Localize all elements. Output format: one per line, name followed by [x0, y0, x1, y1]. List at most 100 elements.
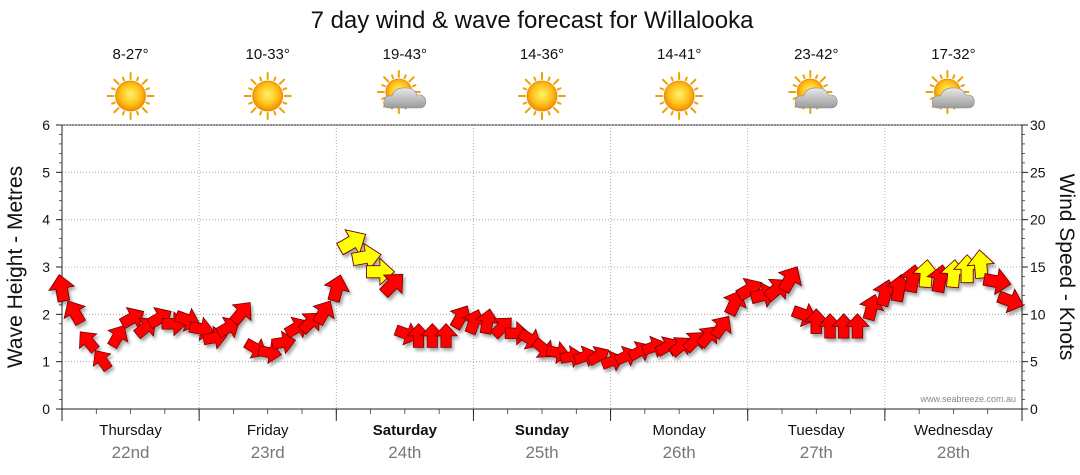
sun-ray — [952, 74, 956, 80]
cloud-shape — [794, 87, 838, 109]
sun-ray — [553, 78, 560, 85]
right-tick-label: 25 — [1030, 164, 1046, 180]
wind-arrow — [489, 317, 512, 340]
sun-ray — [823, 84, 828, 88]
sun-ray — [931, 76, 938, 83]
sun-ray — [250, 107, 257, 114]
sun-ray — [684, 76, 688, 82]
date-label: 25th — [525, 443, 558, 462]
sun-ray — [547, 110, 551, 116]
sun-ray — [121, 110, 126, 116]
sun-ray — [381, 96, 386, 100]
wind-arrow — [323, 274, 351, 303]
sun-icon — [106, 72, 155, 120]
left-tick-label: 2 — [42, 306, 50, 322]
wind-arrow — [48, 274, 76, 303]
wind-arrow — [351, 242, 382, 272]
sun-ray — [533, 110, 537, 116]
right-tick-label: 30 — [1030, 117, 1046, 133]
chart-title: 7 day wind & wave forecast for Willalook… — [311, 7, 755, 34]
sun-ray — [136, 110, 140, 116]
sun-icon — [518, 72, 566, 120]
sun-cloud-icon — [788, 70, 838, 114]
sun-ray — [547, 76, 551, 82]
temperature-label: 23-42° — [794, 46, 838, 63]
cloud-shape — [931, 87, 975, 109]
left-tick-label: 4 — [42, 212, 50, 228]
sun-disc — [663, 80, 695, 112]
sun-ray — [259, 76, 263, 82]
credit-text: www.seabreeze.com.au — [919, 394, 1016, 404]
temperature-label: 19-43° — [383, 46, 427, 63]
sun-ray — [929, 96, 935, 100]
date-label: 28th — [937, 443, 970, 462]
wind-arrow — [996, 288, 1024, 314]
right-tick-label: 10 — [1030, 306, 1046, 322]
left-tick-label: 6 — [42, 117, 50, 133]
wind-arrow — [406, 322, 431, 348]
sun-ray — [259, 110, 263, 116]
sun-ray — [661, 107, 669, 114]
wind-arrow — [312, 300, 335, 327]
temperature-label: 10-33° — [246, 46, 290, 63]
sun-ray — [533, 76, 537, 82]
sun-ray — [250, 78, 257, 85]
day-label: Thursday — [99, 422, 162, 439]
wind-arrow — [336, 229, 367, 256]
sun-ray — [111, 101, 116, 105]
temperature-label: 8-27° — [113, 46, 149, 63]
wind-arrow — [844, 313, 870, 339]
sun-ray — [248, 87, 254, 91]
date-label: 26th — [663, 443, 696, 462]
sun-cloud-icon — [376, 70, 427, 114]
right-axis: 0 5 10 15 20 25 30 — [1022, 117, 1046, 417]
wind-arrow — [79, 331, 100, 354]
temperature-label: 17-32° — [931, 46, 975, 63]
sun-ray — [136, 76, 140, 82]
sun-ray — [145, 87, 151, 91]
sun-ray — [524, 78, 531, 85]
day-label: Wednesday — [914, 422, 993, 439]
wind-arrow — [393, 322, 420, 346]
wind-arrow — [817, 313, 843, 339]
sun-ray — [113, 107, 120, 114]
date-label: 24th — [388, 443, 421, 462]
temperature-label: 14-36° — [520, 46, 564, 63]
sun-ray — [659, 101, 665, 105]
sun-ray — [556, 87, 562, 91]
sun-ray — [111, 87, 116, 91]
wind-arrow — [709, 315, 732, 340]
left-axis-title: Wave Height - Metres — [4, 166, 27, 368]
sun-ray — [278, 107, 285, 114]
sun-ray — [282, 101, 288, 105]
sun-ray — [794, 76, 801, 83]
cloud-shape — [383, 87, 427, 109]
sun-ray — [929, 84, 935, 88]
sun-ray — [121, 76, 126, 82]
wind-arrow — [420, 322, 445, 348]
sun-ray — [659, 87, 665, 91]
wind-arrow — [803, 308, 829, 334]
sun-ray — [524, 107, 531, 114]
sun-ray — [661, 78, 669, 85]
sun-ray — [522, 87, 528, 91]
sun-ray — [792, 84, 798, 88]
day-label: Sunday — [515, 422, 570, 439]
sun-ray — [684, 110, 688, 116]
sun-ray — [939, 74, 943, 80]
sun-disc — [526, 80, 558, 112]
sun-ray — [792, 96, 798, 100]
wind-arrow — [107, 324, 129, 350]
sun-ray — [819, 76, 827, 83]
sun-icon — [243, 72, 292, 120]
sun-ray — [381, 84, 386, 88]
day-label: Friday — [247, 422, 289, 439]
day-label: Monday — [652, 422, 706, 439]
sun-ray — [802, 74, 806, 80]
wind-arrow — [912, 259, 941, 289]
sun-ray — [248, 101, 254, 105]
sun-ray — [556, 101, 562, 105]
sun-ray — [670, 76, 674, 82]
sun-ray — [670, 110, 674, 116]
